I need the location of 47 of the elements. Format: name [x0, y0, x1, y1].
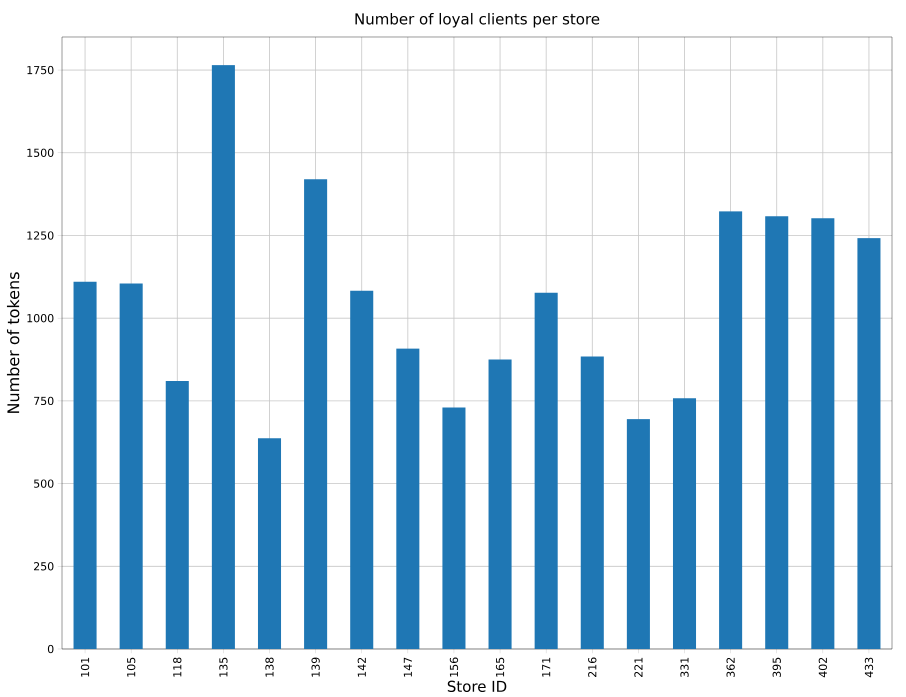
bar	[442, 408, 466, 649]
x-tick-label: 105	[127, 658, 136, 677]
y-tick-label: 1750	[27, 66, 54, 74]
y-tick-label: 500	[34, 479, 54, 488]
bar	[719, 211, 742, 649]
bar	[120, 283, 143, 649]
x-tick-label: 135	[219, 658, 228, 677]
x-tick-label: 118	[173, 658, 182, 677]
bar	[811, 218, 834, 649]
y-tick-label: 1500	[27, 148, 54, 157]
x-tick-label: 433	[864, 658, 874, 678]
bar	[350, 290, 374, 649]
bar	[626, 419, 650, 649]
chart-title: Number of loyal clients per store	[355, 12, 600, 28]
x-tick-label: 138	[265, 658, 274, 677]
bar	[258, 438, 282, 649]
bar	[212, 65, 235, 649]
bar	[672, 398, 696, 649]
x-tick-label: 402	[818, 658, 827, 678]
bar	[580, 356, 604, 649]
x-tick-label: 395	[772, 658, 781, 677]
x-tick-label: 221	[634, 658, 642, 677]
x-tick-label: 139	[311, 658, 320, 677]
x-tick-label: 331	[680, 658, 689, 677]
x-tick-label: 362	[726, 658, 735, 677]
x-tick-label: 171	[542, 658, 550, 677]
x-tick-label: 165	[496, 658, 504, 677]
y-tick-label: 0	[48, 644, 54, 654]
y-tick-label: 1250	[27, 231, 54, 240]
x-tick-label: 101	[80, 658, 90, 677]
y-tick-label: 1000	[27, 314, 54, 322]
x-tick-label: 147	[404, 658, 412, 677]
x-tick-label: 216	[588, 658, 596, 677]
x-axis-title: Store ID	[448, 680, 506, 692]
bar	[857, 238, 880, 649]
bar	[304, 179, 328, 649]
x-tick-label: 142	[358, 658, 366, 677]
y-tick-label: 250	[34, 562, 54, 570]
y-tick-label: 750	[34, 396, 54, 406]
bar	[765, 216, 788, 649]
bar	[488, 360, 512, 649]
bar	[534, 292, 558, 649]
bar	[74, 282, 97, 649]
x-tick-label: 156	[450, 658, 458, 677]
bar	[396, 348, 420, 649]
bar	[166, 381, 189, 649]
y-axis-title: Number of tokens	[6, 272, 20, 413]
